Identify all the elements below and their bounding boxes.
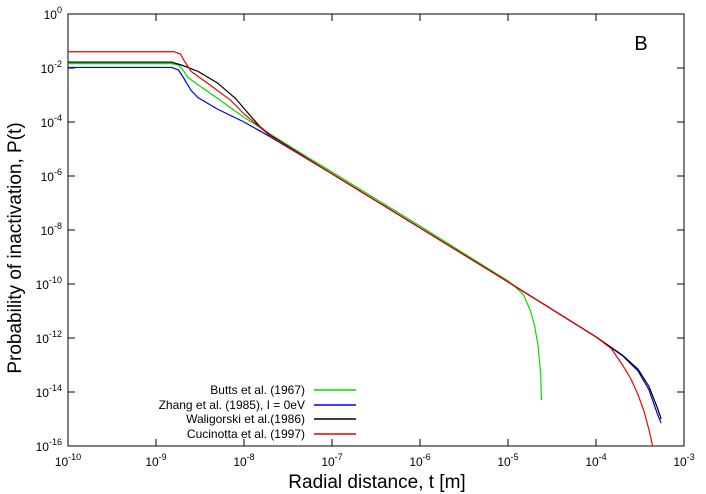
x-tick-label: 10-9 xyxy=(145,452,166,469)
x-tick-mantissa: 10 xyxy=(55,455,69,469)
y-tick-label: 10-2 xyxy=(41,59,62,76)
y-tick-mantissa: 10 xyxy=(41,62,55,76)
y-tick-exponent: -16 xyxy=(49,437,62,447)
y-tick-exponent: -12 xyxy=(49,329,62,339)
y-tick-mantissa: 10 xyxy=(41,224,55,238)
x-tick-mantissa: 10 xyxy=(321,455,335,469)
y-tick-exponent: -4 xyxy=(54,113,62,123)
x-tick-mantissa: 10 xyxy=(497,455,511,469)
x-tick-label: 10-4 xyxy=(585,452,606,469)
x-tick-mantissa: 10 xyxy=(409,455,423,469)
x-tick-exponent: -9 xyxy=(159,452,167,462)
y-tick-label: 10-4 xyxy=(41,113,62,130)
x-tick-exponent: -8 xyxy=(247,452,255,462)
x-tick-label: 10-6 xyxy=(409,452,430,469)
x-tick-exponent: -4 xyxy=(599,452,607,462)
x-tick-exponent: -6 xyxy=(423,452,431,462)
x-axis-label: Radial distance, t [m] xyxy=(288,472,465,493)
series-line-4 xyxy=(68,51,654,447)
y-tick-exponent: -8 xyxy=(54,221,62,231)
x-tick-label: 10-10 xyxy=(55,452,81,469)
series-lines xyxy=(68,51,662,447)
series-line-1 xyxy=(68,63,543,401)
series-line-3 xyxy=(68,61,662,420)
x-tick-mantissa: 10 xyxy=(233,455,247,469)
y-tick-label: 10-14 xyxy=(36,383,62,400)
y-tick-mantissa: 10 xyxy=(36,332,50,346)
y-tick-exponent: -10 xyxy=(49,275,62,285)
legend-label: Butts et al. (1967) xyxy=(210,383,305,397)
series-line-2 xyxy=(68,66,662,424)
y-tick-exponent: -6 xyxy=(54,167,62,177)
x-tick-label: 10-5 xyxy=(497,452,518,469)
y-tick-mantissa: 10 xyxy=(41,116,55,130)
panel-label: B xyxy=(634,33,647,55)
y-tick-label: 100 xyxy=(44,5,62,22)
x-tick-label: 10-3 xyxy=(673,452,694,469)
legend-label: Zhang et al. (1985), I = 0eV xyxy=(159,398,305,412)
x-tick-label: 10-7 xyxy=(321,452,342,469)
y-tick-label: 10-12 xyxy=(36,329,62,346)
y-tick-label: 10-10 xyxy=(36,275,62,292)
x-tick-exponent: -7 xyxy=(335,452,343,462)
legend-label: Cucinotta et al. (1997) xyxy=(187,427,305,441)
y-tick-mantissa: 10 xyxy=(41,170,55,184)
legend-label: Waligorski et al.(1986) xyxy=(186,412,305,426)
y-tick-mantissa: 10 xyxy=(36,278,50,292)
x-tick-mantissa: 10 xyxy=(145,455,159,469)
x-tick-exponent: -5 xyxy=(511,452,519,462)
x-tick-mantissa: 10 xyxy=(673,455,687,469)
y-tick-mantissa: 10 xyxy=(36,440,50,454)
plot-border xyxy=(67,13,685,447)
x-axis-ticks: 10-10 10-9 10-8 10-7 10-6 10-5 10-4 10-3 xyxy=(55,14,695,469)
y-tick-label: 10-8 xyxy=(41,221,62,238)
y-tick-mantissa: 10 xyxy=(44,8,58,22)
legend: Butts et al. (1967)Zhang et al. (1985), … xyxy=(159,383,356,441)
x-tick-exponent: -10 xyxy=(68,452,81,462)
y-tick-label: 10-16 xyxy=(36,437,62,454)
y-tick-exponent: -14 xyxy=(49,383,62,393)
plot-frame xyxy=(67,13,685,447)
x-tick-label: 10-8 xyxy=(233,452,254,469)
x-tick-mantissa: 10 xyxy=(585,455,599,469)
y-axis-label: Probability of inactivation, P(t) xyxy=(5,122,26,373)
x-tick-exponent: -3 xyxy=(687,452,695,462)
y-tick-exponent: -2 xyxy=(54,59,62,69)
y-tick-mantissa: 10 xyxy=(36,386,50,400)
y-tick-label: 10-6 xyxy=(41,167,62,184)
y-tick-exponent: 0 xyxy=(57,5,62,15)
